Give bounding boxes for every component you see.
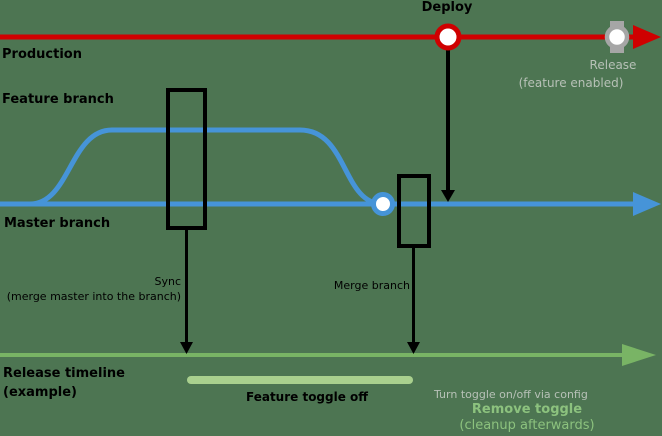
release-dot-icon bbox=[604, 24, 630, 50]
timeline-label-line1: Release timeline bbox=[3, 366, 125, 381]
diff-box-before-merge bbox=[166, 88, 207, 230]
sync-annotation-line1: Sync bbox=[154, 275, 181, 288]
master-branch-label: Master branch bbox=[4, 216, 111, 231]
toggle-off-duration-bar bbox=[187, 376, 413, 384]
production-label: Production bbox=[2, 47, 82, 62]
timeline-arrowhead-icon bbox=[622, 344, 656, 366]
timeline-label-line2: (example) bbox=[3, 385, 77, 400]
merge-arrowhead-icon bbox=[407, 342, 420, 354]
deploy-dot-icon bbox=[434, 23, 462, 51]
merge-annotation: Merge branch bbox=[333, 279, 410, 292]
release-label-line1: Release bbox=[589, 58, 637, 72]
merge-dot-icon bbox=[371, 192, 395, 216]
deploy-arrowhead-icon bbox=[441, 190, 455, 202]
sync-annotation-line2: (merge master into the branch) bbox=[6, 290, 181, 303]
feature-branch-label: Feature branch bbox=[2, 92, 114, 107]
diff-box-after-merge bbox=[397, 174, 431, 248]
toggle-off-bar-label: Feature toggle off bbox=[245, 390, 369, 404]
release-dot-tab-bottom bbox=[610, 46, 624, 53]
production-arrowhead-icon bbox=[633, 25, 661, 49]
release-label-line2: (feature enabled) bbox=[518, 76, 624, 90]
release-dot-tab-top bbox=[610, 21, 624, 28]
sync-arrowhead-icon bbox=[180, 342, 193, 354]
legend-line1: Turn toggle on/off via config bbox=[434, 388, 588, 401]
deploy-label: Deploy bbox=[421, 0, 473, 15]
master-arrowhead-icon bbox=[633, 192, 661, 216]
legend-line3: (cleanup afterwards) bbox=[459, 418, 595, 433]
legend-line2: Remove toggle bbox=[471, 402, 583, 417]
